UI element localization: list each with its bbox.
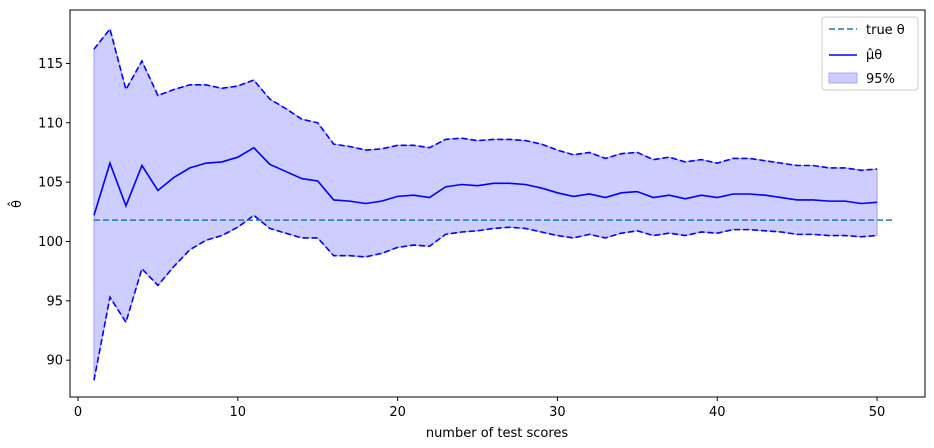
legend-band-label: 95% (866, 72, 895, 87)
y-tick-label: 110 (38, 116, 63, 131)
confidence-band-area (93, 27, 878, 381)
legend-box (821, 16, 919, 91)
x-tick-label: 30 (549, 405, 566, 420)
legend-band-swatch (828, 72, 858, 84)
x-tick-label: 40 (709, 405, 726, 420)
y-tick-label: 115 (38, 57, 63, 72)
legend-mean-label: μ̂θ (866, 48, 882, 63)
band-layer (93, 27, 878, 381)
legend: true θ μ̂θ 95% (821, 16, 919, 91)
x-tick-label: 20 (389, 405, 406, 420)
series-layer (93, 27, 894, 381)
x-ticks: 0 10 20 30 40 50 (74, 397, 885, 420)
x-tick-label: 0 (74, 405, 82, 420)
y-tick-label: 100 (38, 235, 63, 250)
mean-estimate-line (93, 146, 878, 216)
y-tick-label: 90 (46, 354, 63, 369)
y-ticks: 90 95 100 105 110 115 (38, 57, 70, 369)
y-tick-label: 95 (46, 294, 63, 309)
plot-area (93, 27, 894, 381)
legend-true-theta-label: true θ (866, 23, 905, 38)
plot-frame (69, 9, 926, 398)
y-tick-label: 105 (38, 176, 63, 191)
x-tick-label: 10 (230, 405, 247, 420)
y-axis-label: θ̂ (8, 200, 25, 208)
x-tick-label: 50 (869, 405, 886, 420)
upper-bound-line (93, 27, 878, 172)
lower-bound-line (93, 214, 878, 381)
x-axis-label: number of test scores (426, 426, 569, 441)
